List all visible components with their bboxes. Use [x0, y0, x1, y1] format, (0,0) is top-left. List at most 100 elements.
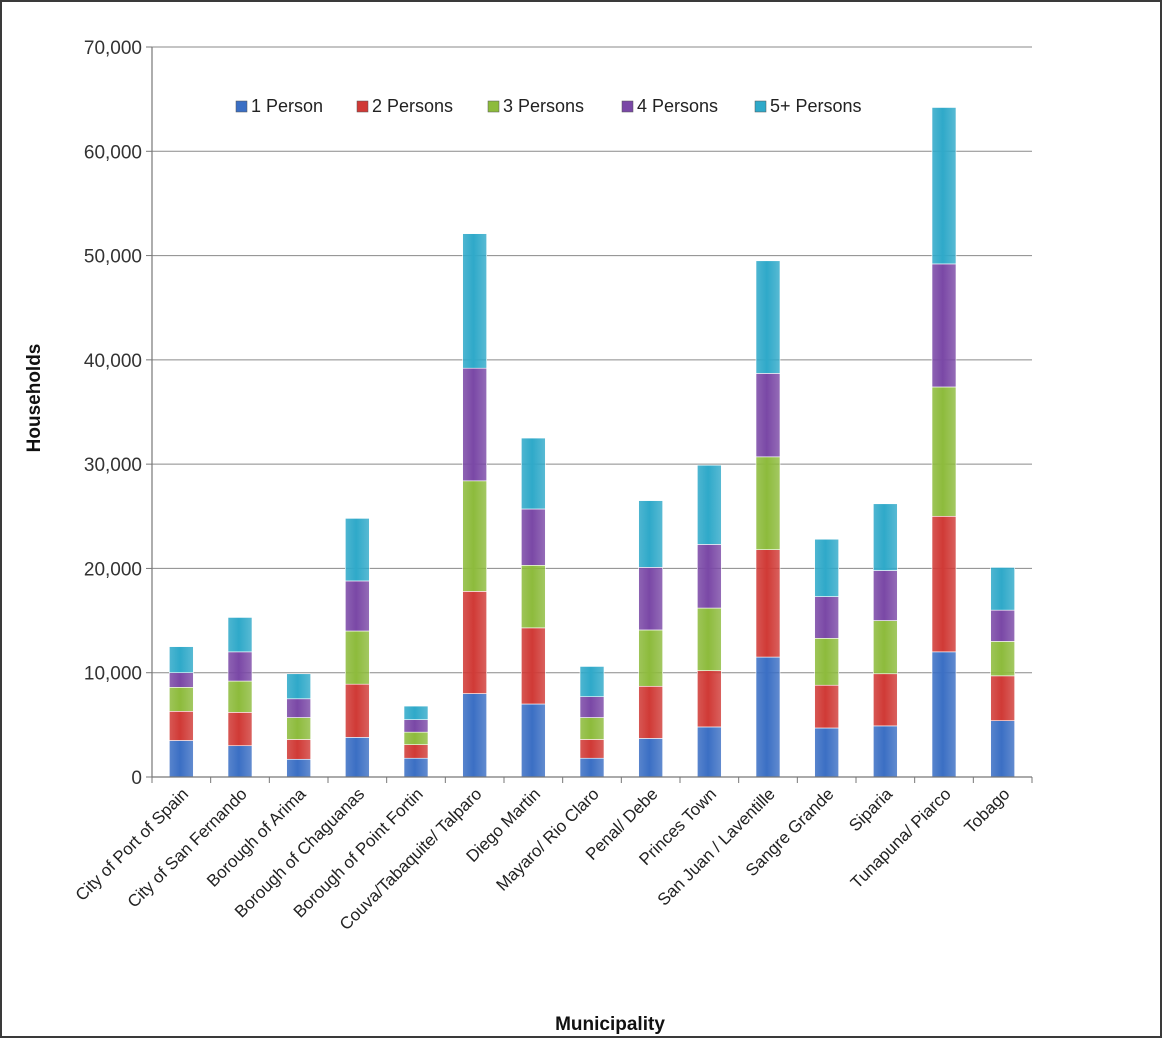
bar-segment — [227, 712, 253, 747]
x-axis-title: Municipality — [555, 1014, 665, 1035]
axes: 0 10,000 20,000 30,000 40,000 50,000 60,000 70,… — [72, 38, 1033, 934]
y-tick-label: 70,000 — [84, 38, 142, 59]
bar-segment — [755, 260, 781, 374]
bars — [169, 107, 1015, 778]
bar-segment — [345, 580, 370, 632]
bar-segment — [345, 518, 370, 582]
bar-segment — [814, 596, 839, 639]
bar-segment — [579, 757, 605, 778]
bar-segment — [814, 684, 839, 729]
y-tick-label: 60,000 — [84, 142, 142, 163]
bar-segment — [403, 757, 429, 778]
bar-segment — [990, 641, 1015, 677]
legend-swatch — [621, 100, 634, 113]
bar-segment — [462, 480, 487, 592]
bar-segment — [169, 672, 194, 688]
bar-segment — [227, 617, 253, 653]
y-tick-label: 30,000 — [84, 455, 142, 476]
x-tick-label: Tunapuna/ Piarco — [847, 784, 955, 892]
bar-segment — [873, 620, 898, 675]
bar-segment — [931, 386, 957, 517]
bar-segment — [227, 680, 253, 713]
bar-segment — [638, 500, 663, 568]
x-tick-label: Tobago — [961, 784, 1014, 837]
bar-segment — [990, 720, 1015, 778]
bar-segment — [286, 717, 311, 740]
bar-segment — [579, 696, 605, 718]
bar-segment — [931, 263, 957, 388]
bar-segment — [286, 739, 311, 760]
bar-segment — [638, 685, 663, 739]
bar-segment — [521, 703, 546, 778]
bar-segment — [345, 683, 370, 738]
bar-segment — [638, 629, 663, 687]
x-tick-label: Borough of Arima — [203, 784, 310, 891]
bar-segment — [579, 666, 605, 698]
bar-segment — [697, 544, 722, 609]
y-tick-label: 0 — [131, 768, 142, 789]
bar-segment — [169, 710, 194, 741]
legend-label: 1 Person — [251, 96, 323, 116]
bar-segment — [169, 740, 194, 778]
bar-segment — [638, 738, 663, 778]
bar-segment — [403, 744, 429, 759]
bar-segment — [227, 651, 253, 682]
bar-segment — [814, 637, 839, 686]
y-tick-label: 20,000 — [84, 559, 142, 580]
y-tick-label: 10,000 — [84, 664, 142, 685]
bar-segment — [873, 673, 898, 727]
bar-segment — [755, 373, 781, 458]
legend-label: 5+ Persons — [770, 96, 862, 116]
bar-segment — [521, 627, 546, 705]
legend-swatch — [754, 100, 767, 113]
bar-segment — [169, 687, 194, 712]
legend-label: 2 Persons — [372, 96, 453, 116]
bar-segment — [345, 630, 370, 685]
bar-segment — [873, 570, 898, 621]
bar-segment — [579, 717, 605, 740]
legend-swatch — [235, 100, 248, 113]
x-tick-label: City of Port of Spain — [72, 784, 192, 904]
legend-swatch — [487, 100, 500, 113]
bar-segment — [403, 731, 429, 745]
bar-segment — [579, 739, 605, 759]
gridlines — [152, 46, 1032, 778]
bar-segment — [521, 437, 546, 510]
bar-segment — [462, 591, 487, 694]
bar-segment — [931, 515, 957, 653]
bar-segment — [755, 456, 781, 550]
bar-segment — [345, 737, 370, 778]
bar-segment — [403, 705, 429, 720]
y-tick-label: 40,000 — [84, 351, 142, 372]
x-tick-label: San Juan / Laventille — [654, 784, 779, 909]
bar-segment — [286, 758, 311, 778]
bar-segment — [462, 693, 487, 778]
bar-segment — [814, 538, 839, 597]
bar-segment — [755, 656, 781, 778]
legend: 1 Person 2 Persons 3 Persons 4 Persons 5+ Pe… — [235, 96, 862, 116]
bar-segment — [697, 670, 722, 728]
x-tick-label: Siparia — [845, 784, 896, 835]
y-tick-label: 50,000 — [84, 247, 142, 268]
bar-segment — [521, 508, 546, 566]
bar-segment — [990, 567, 1015, 611]
bar-segment — [990, 675, 1015, 721]
bar-segment — [286, 698, 311, 718]
bar-segment — [990, 609, 1015, 642]
bar-segment — [697, 607, 722, 671]
bar-segment — [462, 367, 487, 482]
x-tick-label: Mayaro/ Rio Claro — [493, 784, 603, 894]
bar-segment — [462, 233, 487, 369]
legend-swatch — [356, 100, 369, 113]
bar-segment — [169, 646, 194, 674]
bar-segment — [873, 725, 898, 778]
legend-label: 4 Persons — [637, 96, 718, 116]
bar-segment — [931, 107, 957, 265]
bar-segment — [227, 745, 253, 778]
bar-segment — [755, 549, 781, 658]
bar-segment — [638, 567, 663, 631]
bar-segment — [697, 464, 722, 545]
bar-segment — [521, 564, 546, 629]
